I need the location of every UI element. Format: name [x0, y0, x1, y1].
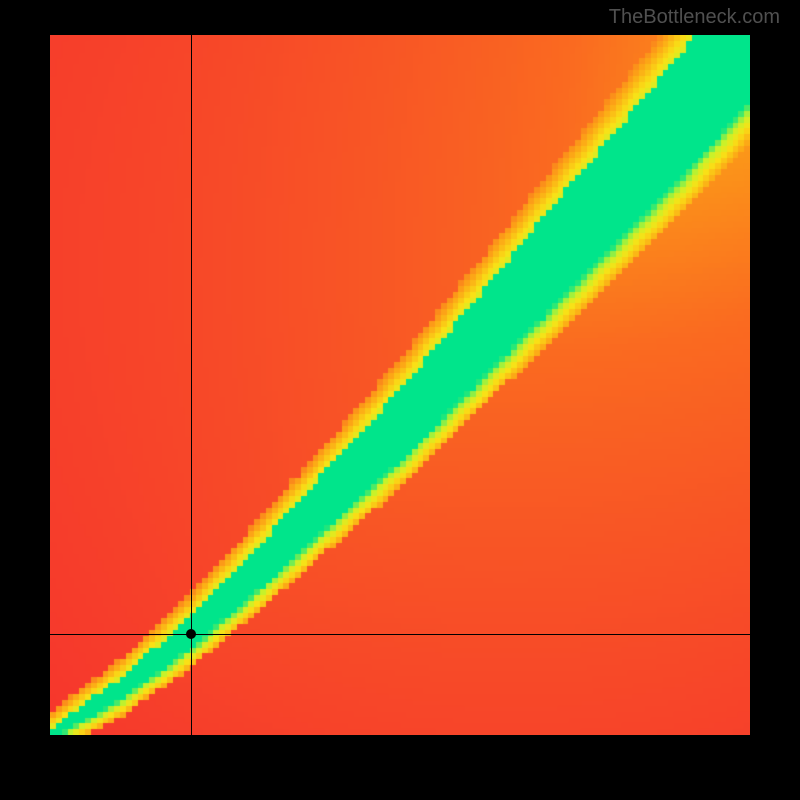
crosshair-dot [186, 629, 196, 639]
bottleneck-heatmap-plot [50, 35, 750, 735]
attribution-text: TheBottleneck.com [609, 6, 780, 29]
crosshair-horizontal [50, 634, 750, 635]
heatmap-canvas [50, 35, 750, 735]
